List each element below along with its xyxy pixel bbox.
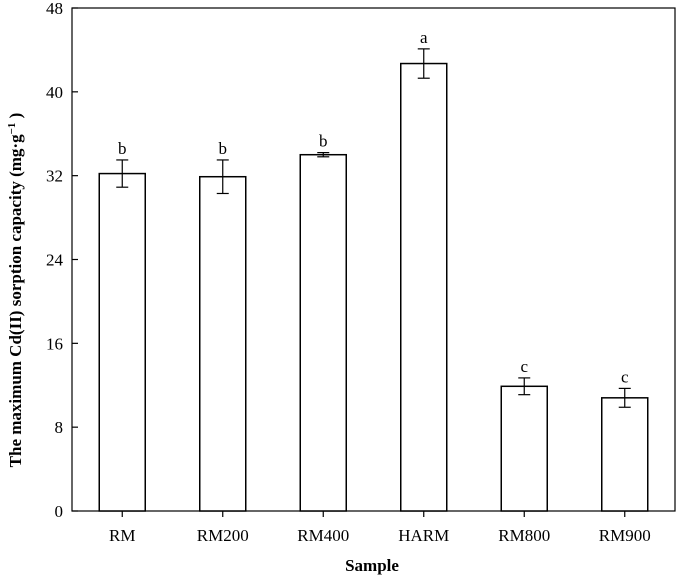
y-tick-label: 0 [55, 502, 64, 521]
significance-label: a [420, 28, 428, 47]
y-axis-title-main: The maximum Cd(II) sorption capacity (mg… [6, 134, 25, 467]
y-tick-label: 8 [55, 418, 64, 437]
x-tick-label: RM900 [599, 526, 651, 545]
plot-frame [71, 7, 676, 512]
bar [199, 175, 247, 512]
significance-label: b [118, 139, 127, 158]
x-tick-label: RM400 [297, 526, 349, 545]
x-axis-title: Sample [345, 556, 399, 575]
y-axis-title: The maximum Cd(II) sorption capacity (mg… [6, 113, 25, 468]
x-tick-label: RM [109, 526, 135, 545]
significance-label: b [219, 139, 228, 158]
significance-label: b [319, 132, 328, 151]
bar [400, 62, 448, 512]
labels: 0 8 16 24 32 40 48 RM b RM200 b RM400 b HARM a RM800 c RM… [46, 0, 651, 545]
y-tick-label: 40 [46, 83, 63, 102]
x-tick-label: RM200 [197, 526, 249, 545]
axes [71, 7, 676, 517]
significance-label: c [520, 357, 528, 376]
bar [299, 153, 347, 512]
significance-label: c [621, 367, 629, 386]
y-tick-label: 48 [46, 0, 63, 18]
bar [500, 385, 548, 512]
y-tick-label: 24 [46, 251, 64, 270]
y-axis-title-end: ) [6, 113, 25, 123]
bar [601, 397, 649, 512]
y-axis-title-sup: −1 [6, 123, 18, 135]
x-tick-label: HARM [398, 526, 449, 545]
y-tick-label: 32 [46, 167, 63, 186]
bars [98, 48, 649, 512]
x-tick-label: RM800 [498, 526, 550, 545]
bar [98, 172, 146, 512]
y-tick-label: 16 [46, 334, 63, 353]
